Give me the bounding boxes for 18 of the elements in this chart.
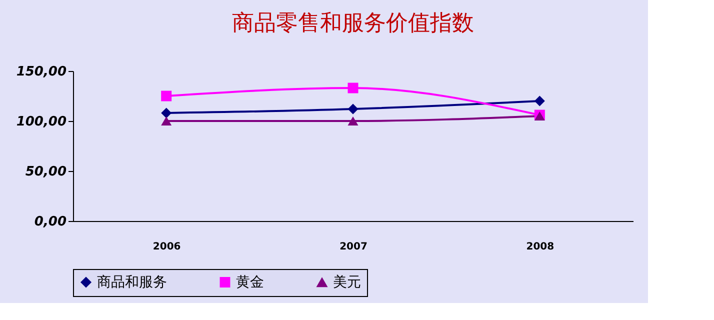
point: [348, 82, 358, 94]
legend-label: 商品和服务: [97, 274, 167, 290]
x-tick-label: 2007: [340, 242, 368, 252]
y-tick-label: 50,00: [25, 164, 66, 180]
x-tick-label: 2008: [526, 242, 554, 252]
legend-label: 美元: [333, 274, 361, 290]
point: [161, 90, 172, 102]
y-tick-label: 100,00: [16, 114, 66, 130]
y-tick-label: 0,00: [34, 214, 66, 230]
point: [161, 108, 172, 118]
legend-label: 黄金: [236, 274, 264, 290]
point: [161, 116, 172, 126]
point: [348, 104, 358, 114]
point: [534, 96, 545, 106]
point: [348, 116, 358, 126]
y-tick-label: 150,00: [16, 64, 66, 80]
chart-title: 商品零售和服务价值指数: [232, 11, 474, 36]
x-tick-label: 2006: [152, 242, 181, 252]
